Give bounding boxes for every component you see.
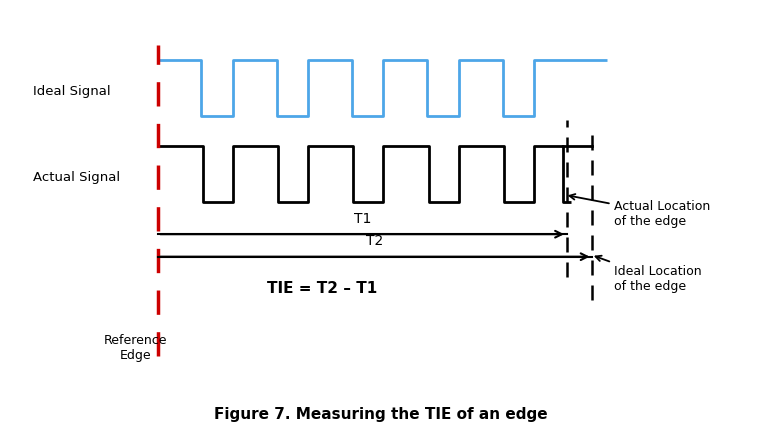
Text: Ideal Location
of the edge: Ideal Location of the edge [596,256,702,293]
Text: Edge: Edge [119,349,151,363]
Text: T1: T1 [354,212,371,226]
Text: Actual Location
of the edge: Actual Location of the edge [569,194,711,227]
Text: TIE = T2 – T1: TIE = T2 – T1 [267,281,377,296]
Text: Figure 7. Measuring the TIE of an edge: Figure 7. Measuring the TIE of an edge [214,407,547,422]
Text: Ideal Signal: Ideal Signal [33,85,111,98]
Text: Reference: Reference [103,334,167,348]
Text: T2: T2 [366,234,384,248]
Text: Actual Signal: Actual Signal [33,172,120,184]
